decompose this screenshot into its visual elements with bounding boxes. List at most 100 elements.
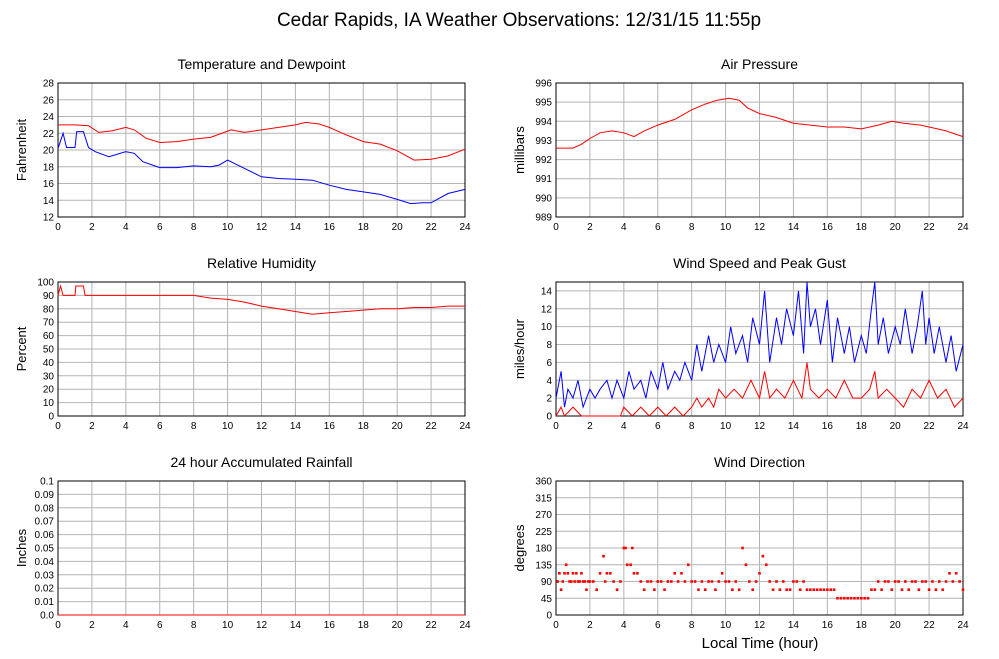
data-point [625,563,629,567]
x-tick-label: 18 [856,421,868,432]
y-tick-label: 225 [535,527,552,538]
x-tick-label: 4 [621,222,627,233]
data-point [781,580,785,583]
figure-title: Cedar Rapids, IA Weather Observations: 1… [277,10,761,31]
data-point [761,554,765,558]
data-point [595,588,598,591]
plot-frame [555,82,964,218]
chart-title: Wind Direction [714,454,805,470]
y-tick-label: 40 [43,358,55,369]
x-tick-label: 16 [324,620,336,631]
y-tick-label: 14 [541,286,553,297]
x-tick-label: 16 [822,421,834,432]
data-point [951,580,955,583]
y-tick-label: 12 [541,304,553,315]
data-point [941,588,944,591]
data-point [758,572,761,575]
x-tick-label: 22 [924,620,936,631]
data-point [556,580,559,583]
x-tick-label: 10 [720,222,732,233]
data-point [566,572,570,575]
data-point [934,588,938,591]
data-point [697,588,700,591]
data-point [558,572,561,575]
y-tick-label: 50 [43,345,55,356]
data-point [629,563,632,567]
data-point [839,596,843,600]
y-tick-label: 10 [541,322,553,333]
x-tick-label: 4 [123,222,129,233]
y-tick-label: 22 [43,129,55,140]
data-point [646,580,649,583]
y-tick-label: 0 [546,412,552,423]
x-tick-label: 24 [459,222,471,233]
data-point [741,546,744,550]
x-tick-label: 4 [621,620,627,631]
data-point [768,580,771,583]
data-point [737,588,741,591]
y-tick-label: 0.09 [35,490,55,501]
plot-frame [57,82,466,218]
x-tick-label: 8 [191,222,197,233]
data-point [809,588,812,591]
x-tick-label: 10 [720,421,732,432]
x-tick-label: 18 [358,421,370,432]
data-point [785,588,788,591]
series-line-0 [57,284,465,315]
data-point [717,580,721,583]
data-point [910,580,914,583]
y-tick-label: 0.0 [40,611,54,622]
x-tick-label: 8 [689,222,695,233]
chart-title: Relative Humidity [207,255,316,271]
data-point [656,580,660,583]
x-tick-label: 14 [788,421,800,432]
x-tick-label: 24 [957,421,969,432]
data-point [900,588,904,591]
x-tick-label: 22 [924,222,936,233]
y-tick-label: 60 [43,331,55,342]
data-point [832,588,836,591]
x-tick-label: 16 [324,222,336,233]
x-tick-label: 4 [123,620,129,631]
data-point [744,563,748,567]
y-tick-label: 18 [43,162,55,173]
x-tick-label: 12 [754,421,766,432]
data-point [583,580,587,583]
data-point [693,580,697,583]
y-tick-label: 0 [48,412,54,423]
data-point [580,572,583,575]
data-point [603,580,607,583]
data-point [937,580,941,583]
data-point [683,580,687,583]
data-point [631,546,634,550]
data-point [569,580,573,583]
data-point [563,572,566,575]
data-point [663,588,666,591]
y-tick-label: 26 [43,95,55,106]
x-tick-label: 6 [655,421,661,432]
x-tick-label: 24 [957,620,969,631]
data-point [703,588,707,591]
x-tick-label: 12 [256,421,268,432]
y-tick-label: 4 [546,376,552,387]
data-point [914,580,917,583]
data-point [588,580,592,583]
y-tick-label: 24 [43,112,55,123]
y-tick-label: 0.03 [35,570,55,581]
data-point [812,588,816,591]
data-point [954,572,958,575]
data-point [608,572,612,575]
y-tick-label: 70 [43,318,55,329]
y-tick-label: 14 [43,196,55,207]
y-axis-label: Percent [14,326,29,371]
y-tick-label: 991 [535,174,552,185]
x-tick-label: 18 [856,222,868,233]
data-point [921,580,924,583]
data-point [775,580,778,583]
data-point [564,563,568,567]
y-tick-label: 12 [43,213,55,224]
data-point [680,572,683,575]
